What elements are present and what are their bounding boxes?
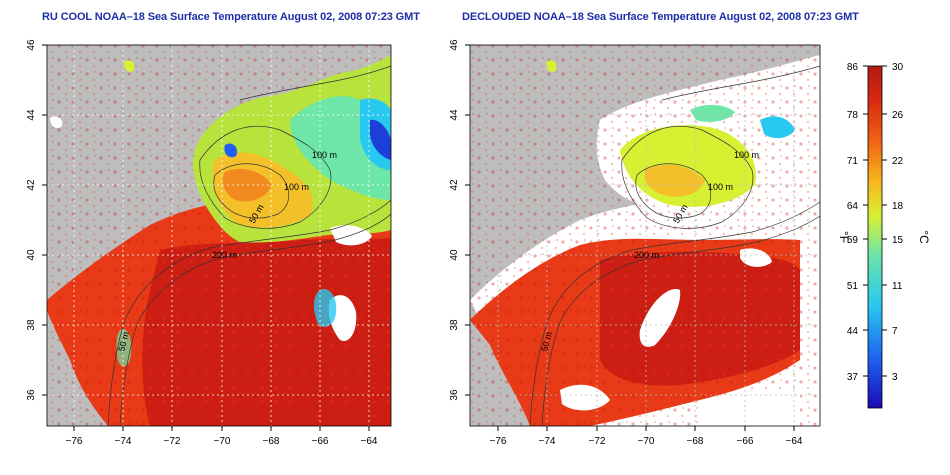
map-panel-right	[470, 45, 820, 426]
lon-tick-label: −64	[361, 436, 378, 447]
contour-label: 100 m	[734, 150, 759, 160]
lon-tick-label: −64	[786, 436, 803, 447]
cool-patch	[116, 329, 132, 367]
cloud-streak	[700, 392, 800, 426]
celsius-tick-label: 11	[892, 281, 903, 292]
fahrenheit-tick-label: 37	[847, 372, 859, 383]
lat-tick-label: 36	[26, 389, 37, 401]
cloud-streak	[560, 384, 610, 411]
celsius-tick-label: 18	[892, 201, 904, 212]
unit-label-celsius: °C	[917, 230, 931, 244]
bathymetry-contours	[529, 65, 820, 426]
lon-tick-label: −76	[66, 436, 83, 447]
celsius-tick-label: 26	[892, 110, 904, 121]
cool-patch	[690, 104, 735, 122]
lon-tick-label: −68	[687, 436, 704, 447]
cold-patch	[760, 116, 795, 139]
fahrenheit-tick-label: 44	[847, 326, 859, 337]
panel-title-right: DECLOUDED NOAA–18 Sea Surface Temperatur…	[462, 11, 859, 23]
graticule	[470, 45, 820, 426]
map-panel-left	[47, 45, 391, 426]
lat-axis-left: 46 44 42 40 38 36	[26, 39, 47, 401]
fahrenheit-tick-label: 51	[847, 281, 859, 292]
lon-tick-label: −66	[737, 436, 754, 447]
small-cloud	[50, 116, 63, 128]
lon-tick-label: −70	[638, 436, 655, 447]
lon-axis-right: −76 −74 −72 −70 −68 −66 −64	[490, 426, 803, 447]
fahrenheit-tick-label: 86	[847, 62, 859, 73]
lat-tick-label: 42	[449, 179, 460, 191]
celsius-tick-label: 30	[892, 62, 904, 73]
lat-tick-label: 36	[449, 389, 460, 401]
fahrenheit-tick-label: 71	[847, 156, 859, 167]
lat-tick-label: 44	[449, 109, 460, 121]
lat-axis-right: 46 44 42 40 38 36	[449, 39, 470, 401]
lon-tick-label: −74	[115, 436, 132, 447]
lat-tick-label: 40	[26, 249, 37, 261]
lon-tick-label: −72	[164, 436, 181, 447]
lat-tick-label: 42	[26, 179, 37, 191]
panel-title-left: RU COOL NOAA–18 Sea Surface Temperature …	[42, 11, 420, 23]
contour-label: 100 m	[284, 182, 309, 192]
small-patch	[124, 60, 135, 72]
lon-tick-label: −70	[214, 436, 231, 447]
contour-label: 200 m	[212, 250, 237, 260]
map-frame-left	[46, 44, 392, 427]
unit-label-fahrenheit: °F	[837, 231, 851, 243]
lat-tick-label: 40	[449, 249, 460, 261]
cloud-streak	[740, 248, 772, 267]
colorbar-gradient	[867, 65, 883, 409]
lon-tick-label: −72	[589, 436, 606, 447]
cool-patch	[313, 289, 337, 327]
contour-label: 100 m	[312, 150, 337, 160]
celsius-tick-label: 7	[892, 326, 898, 337]
lon-tick-label: −66	[312, 436, 329, 447]
colorbar: 86 78 71 64 59 51 44 37 30 26 22 18 15 1…	[837, 62, 931, 409]
fahrenheit-tick-label: 64	[847, 201, 859, 212]
contour-label: 100 m	[708, 182, 733, 192]
lat-tick-label: 44	[26, 109, 37, 121]
lat-tick-label: 46	[449, 39, 460, 51]
celsius-tick-label: 15	[892, 235, 904, 246]
lon-tick-label: −74	[539, 436, 556, 447]
colorbar-ticks	[863, 65, 887, 377]
lat-tick-label: 38	[26, 319, 37, 331]
lon-axis-left: −76 −74 −72 −70 −68 −66 −64	[66, 426, 378, 447]
texture	[470, 45, 820, 426]
contour-label: 200 m	[634, 250, 659, 260]
cloud-streak	[639, 289, 681, 347]
small-patch	[546, 60, 557, 72]
map-frame-right	[469, 44, 821, 427]
lon-tick-label: −68	[263, 436, 280, 447]
lat-tick-label: 46	[26, 39, 37, 51]
graticule	[47, 45, 391, 426]
fahrenheit-tick-label: 78	[847, 110, 859, 121]
lat-tick-label: 38	[449, 319, 460, 331]
cold-spot	[224, 143, 238, 158]
bathymetry-contours	[107, 65, 391, 426]
celsius-tick-label: 3	[892, 372, 898, 383]
fahrenheit-tick-label: 59	[847, 235, 859, 246]
celsius-tick-label: 22	[892, 156, 904, 167]
coldest-water-patch	[370, 119, 391, 160]
georges-bank-warm	[644, 164, 705, 197]
lon-tick-label: −76	[490, 436, 507, 447]
